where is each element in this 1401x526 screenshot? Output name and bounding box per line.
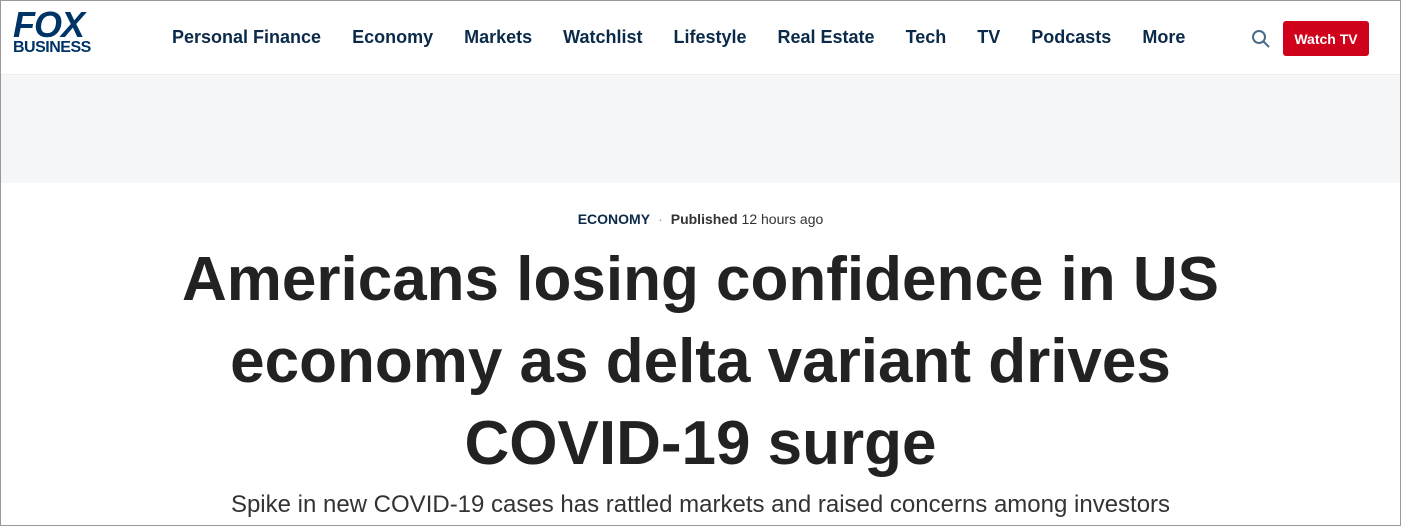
subheadline: Spike in new COVID-19 cases has rattled … bbox=[230, 491, 1171, 518]
nav-link[interactable]: TV bbox=[977, 27, 1001, 47]
separator: · bbox=[658, 211, 663, 227]
nav-link[interactable]: Podcasts bbox=[1031, 27, 1112, 47]
category[interactable]: ECONOMY bbox=[577, 211, 651, 227]
nav-link[interactable]: Tech bbox=[905, 27, 947, 47]
nav-link[interactable]: Watchlist bbox=[563, 27, 643, 47]
header: FOX BUSINESS Personal Finance Economy Mark… bbox=[1, 1, 1400, 75]
watch-tv-button[interactable]: Watch TV bbox=[1283, 21, 1369, 56]
nav: Personal Finance Economy Markets Watchlist L… bbox=[172, 27, 1185, 48]
article-meta: ECONOMY · Published 12 hours ago bbox=[1, 211, 1400, 227]
nav-link[interactable]: Economy bbox=[352, 27, 434, 47]
nav-link[interactable]: Lifestyle bbox=[673, 27, 747, 47]
ad-space bbox=[1, 75, 1400, 183]
logo[interactable]: FOX BUSINESS bbox=[13, 4, 91, 57]
nav-link[interactable]: More bbox=[1142, 27, 1186, 47]
logo-text: FOX bbox=[13, 4, 85, 45]
headline: Americans losing confidence in US econom… bbox=[181, 245, 1220, 478]
nav-link[interactable]: Personal Finance bbox=[172, 27, 322, 47]
nav-link[interactable]: Real Estate bbox=[777, 27, 875, 47]
logo-text: BUSINESS bbox=[13, 39, 91, 57]
published-time: 12 hours ago bbox=[741, 211, 824, 227]
search-icon[interactable] bbox=[1251, 29, 1271, 49]
published-label: Published bbox=[670, 211, 738, 227]
nav-link[interactable]: Markets bbox=[464, 27, 533, 47]
